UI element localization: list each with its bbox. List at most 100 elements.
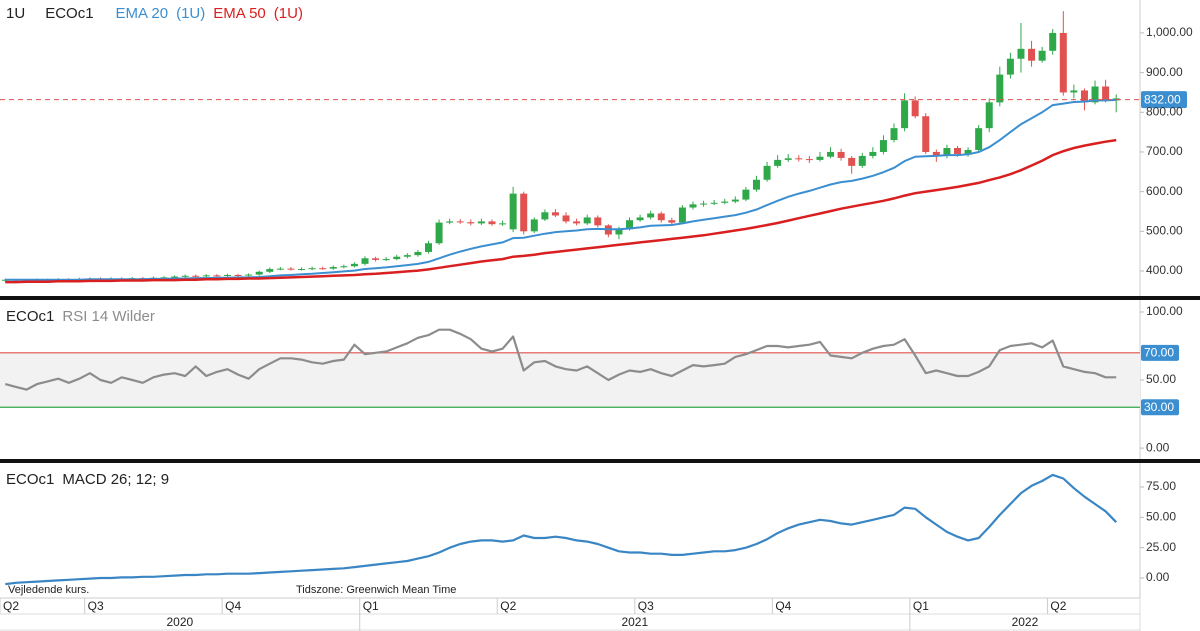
candle-body [911, 100, 919, 117]
y-tick-label: 0.00 [1146, 440, 1170, 454]
candle-body [372, 258, 380, 260]
candle-body [1080, 90, 1088, 103]
x-tick-label: Q4 [225, 599, 241, 613]
candle-body [403, 255, 411, 257]
x-tick-label: Q1 [913, 599, 929, 613]
candle-body [319, 268, 327, 270]
candle-body [1017, 48, 1025, 59]
candle-body [678, 207, 686, 223]
candle-body [1091, 86, 1099, 103]
candle-body [657, 213, 665, 221]
candle-body [1102, 86, 1110, 101]
candle-body [499, 223, 507, 225]
candle-body [636, 217, 644, 221]
candle-body [192, 275, 200, 277]
candle-body [1006, 58, 1014, 75]
last-price-label: 832.00 [1144, 92, 1181, 106]
candle-body [456, 221, 464, 223]
candle-body [594, 217, 602, 226]
level-label-box [1141, 399, 1179, 416]
level-band [0, 352, 1140, 408]
candle-body [255, 271, 263, 275]
panel-separator [0, 296, 1200, 300]
candle-body [266, 269, 274, 272]
candle-body [774, 159, 782, 166]
candle-body [816, 156, 824, 160]
candle-body [181, 275, 189, 277]
candle-body [689, 204, 697, 208]
y-tick-label: 50.00 [1146, 372, 1176, 386]
candle-body [805, 159, 813, 161]
candle-body [583, 217, 591, 224]
candle-body [964, 149, 972, 154]
candle-body [361, 258, 369, 264]
x-tick-label: Q2 [1050, 599, 1066, 613]
x-tick-label: Q1 [363, 599, 379, 613]
candle-body [234, 274, 242, 276]
y-tick-label: 600.00 [1146, 184, 1183, 198]
candle-body [721, 201, 729, 203]
candle-body [1059, 32, 1067, 93]
candle-body [308, 268, 316, 270]
candle-body [922, 116, 930, 152]
y-tick-label: 700.00 [1146, 144, 1183, 158]
indicator-line [5, 473, 1117, 586]
candle-body [858, 155, 866, 166]
candle-body [668, 220, 676, 223]
x-tick-label: Q2 [500, 599, 516, 613]
candle-body [213, 275, 221, 277]
legend-label: ECOc1 [6, 308, 54, 325]
y-tick-label: 0.00 [1146, 570, 1170, 584]
candle-body [446, 221, 454, 223]
x-tick-label: Q4 [775, 599, 791, 613]
candle-body [573, 221, 581, 224]
y-tick-label: 500.00 [1146, 223, 1183, 237]
candle-body [393, 256, 401, 260]
candle-body [424, 243, 432, 252]
candle-body [943, 148, 951, 156]
y-tick-label: 50.00 [1146, 510, 1176, 524]
candle-body [615, 229, 623, 235]
y-tick-label: 800.00 [1146, 104, 1183, 118]
candle-body [276, 268, 284, 270]
candle-body [901, 100, 909, 129]
y-tick-label: 100.00 [1146, 304, 1183, 318]
candle-body [848, 157, 856, 166]
candle-body [752, 179, 760, 190]
candle-body [1049, 32, 1057, 51]
legend-label: RSI 14 Wilder [62, 308, 155, 325]
last-price-box [1141, 91, 1187, 109]
candle-body [996, 74, 1004, 103]
legend-label: 1U [6, 5, 25, 22]
candle-body [742, 189, 750, 200]
candle-body [626, 220, 634, 230]
indicator-line [5, 328, 1117, 391]
candle-body [731, 199, 739, 202]
candle-body [953, 148, 961, 154]
year-label: 2022 [1012, 615, 1039, 629]
candle-body [700, 203, 708, 205]
candle-body [160, 277, 168, 279]
candle-body [414, 251, 422, 256]
candle-body [551, 212, 559, 216]
candle-body [795, 158, 803, 160]
candle-body [1038, 50, 1046, 61]
level-label: 70.00 [1144, 345, 1174, 359]
candle-body [223, 274, 231, 276]
candle-body [932, 151, 940, 156]
y-tick-label: 400.00 [1146, 263, 1183, 277]
y-tick-label: 900.00 [1146, 65, 1183, 79]
legend-label: (1U) [176, 5, 205, 22]
y-tick-label: 25.00 [1146, 540, 1176, 554]
candle-body [827, 151, 835, 157]
level-label-box [1141, 344, 1179, 361]
ema-line [5, 99, 1117, 281]
x-tick-label: Q3 [88, 599, 104, 613]
candle-body [530, 219, 538, 232]
candle-body [382, 259, 390, 261]
candle-body [488, 221, 496, 225]
candle-body [329, 267, 337, 269]
candle-body [647, 213, 655, 218]
candle-body [202, 275, 210, 277]
